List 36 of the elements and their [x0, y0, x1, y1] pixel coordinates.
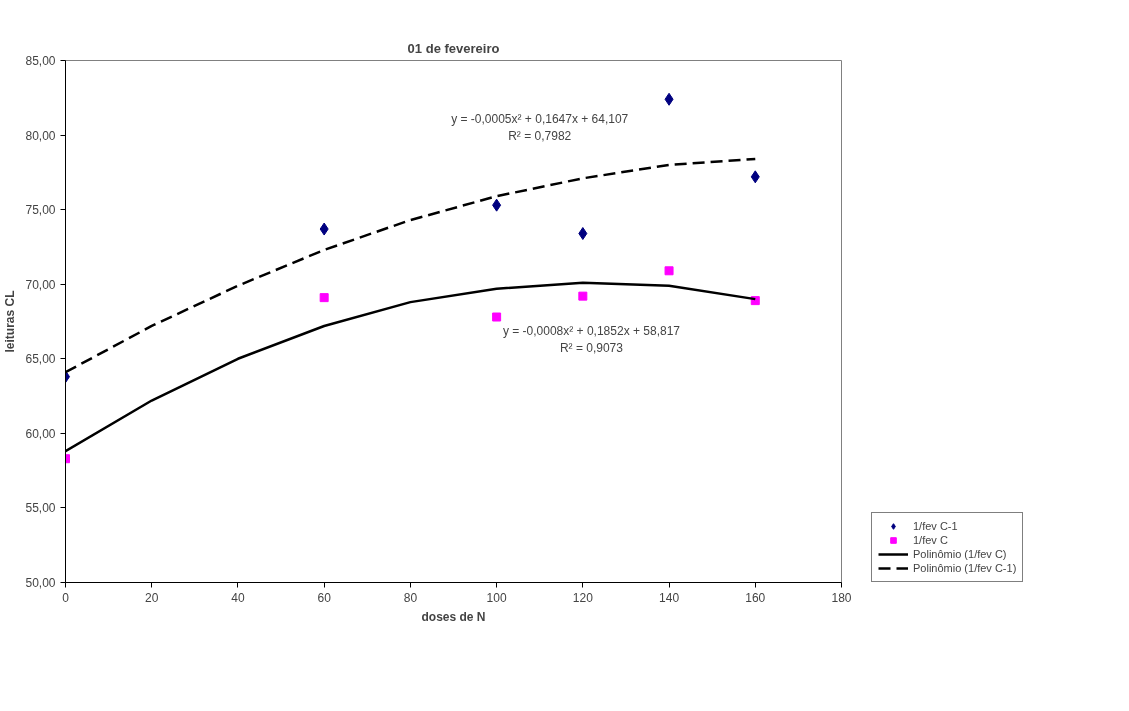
x-tick-label: 0	[62, 590, 70, 605]
y-tick-label: 60,00	[25, 426, 56, 441]
x-tick-label: 40	[231, 590, 245, 605]
legend-label: Polinômio (1/fev C-1)	[913, 561, 1017, 575]
y-tick-label: 70,00	[25, 277, 56, 292]
point	[492, 312, 502, 322]
legend-label: 1/fev C-1	[913, 519, 958, 533]
y-axis-title: leituras CL	[3, 290, 18, 353]
x-tick-label: 140	[659, 590, 680, 605]
chart-title: 01 de fevereiro	[407, 40, 500, 56]
x-tick-label: 60	[317, 590, 332, 605]
y-tick-label: 65,00	[25, 352, 56, 367]
y-tick-label: 55,00	[25, 501, 56, 516]
point	[750, 170, 760, 184]
point	[578, 291, 588, 301]
point	[319, 222, 329, 236]
point	[578, 227, 588, 241]
x-tick-label: 20	[145, 590, 159, 605]
point	[664, 266, 674, 276]
legend-label: 1/fev C	[913, 533, 948, 547]
y-tick-label: 50,00	[25, 576, 56, 590]
point	[319, 293, 329, 303]
point	[664, 92, 674, 106]
x-tick-label: 80	[403, 590, 418, 605]
annotation: y = -0,0005x² + 0,1647x + 64,107 R² = 0,7982	[451, 112, 629, 144]
x-tick-label: 180	[831, 590, 852, 605]
x-tick-label: 100	[486, 590, 507, 605]
x-tick-label: 160	[745, 590, 766, 605]
y-tick-label: 80,00	[25, 128, 56, 143]
y-tick-label: 75,00	[25, 203, 56, 218]
legend-label: Polinômio (1/fev C)	[913, 547, 1007, 561]
x-tick-label: 120	[572, 590, 594, 605]
point	[492, 198, 502, 212]
annotation: y = -0,0008x² + 0,1852x + 58,817 R² = 0,9073	[502, 324, 681, 355]
x-axis-title: doses de N	[421, 609, 486, 624]
y-tick-label: 85,00	[25, 54, 56, 68]
